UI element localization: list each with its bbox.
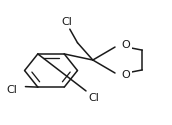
Text: O: O — [122, 70, 131, 81]
Text: Cl: Cl — [88, 93, 99, 103]
Text: Cl: Cl — [61, 17, 72, 27]
Text: Cl: Cl — [6, 85, 17, 95]
Text: O: O — [122, 40, 131, 50]
